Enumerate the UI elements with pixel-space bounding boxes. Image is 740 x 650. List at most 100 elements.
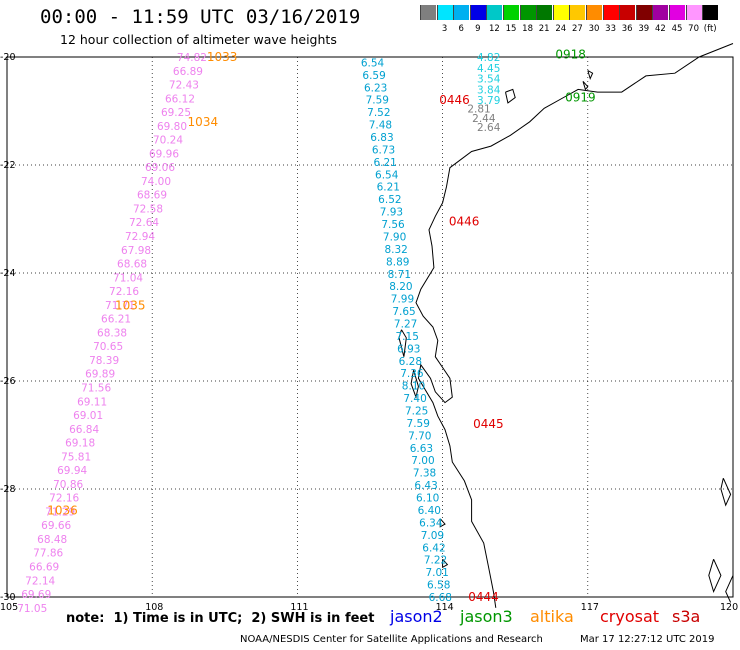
wave-height-value: 8.71 xyxy=(388,269,411,281)
wave-height-value: 6.54 xyxy=(375,169,399,181)
wave-height-value: 7.09 xyxy=(421,530,444,542)
legend-label: 15 xyxy=(505,24,517,34)
wave-height-value: 71.71 xyxy=(105,300,135,312)
wave-height-value: 7.99 xyxy=(391,294,414,306)
wave-height-value: 69.66 xyxy=(41,520,71,532)
satellite-label-cryosat: cryosat xyxy=(600,607,660,626)
pass-cycle-label: 0445 xyxy=(473,417,504,431)
lon-tick-label: 105 xyxy=(0,602,18,613)
wave-height-value: 7.00 xyxy=(411,455,434,467)
lon-tick-label: 117 xyxy=(581,602,599,613)
legend-label: 21 xyxy=(538,24,550,34)
wave-height-value: 6.40 xyxy=(418,505,441,517)
pass-cycle-label: 1033 xyxy=(207,50,238,64)
footer-note: note: 1) Time is in UTC; 2) SWH is in fe… xyxy=(66,611,375,626)
wave-height-value: 72.14 xyxy=(25,575,55,587)
satellite-label-s3a: s3a xyxy=(672,607,701,626)
wave-height-value: 70.86 xyxy=(53,479,83,491)
satellite-label-jason3: jason3 xyxy=(460,607,513,626)
legend-label: 27 xyxy=(571,24,583,34)
satellite-label-altika: altika xyxy=(530,607,574,626)
wave-height-value: 7.59 xyxy=(366,95,389,107)
legend-label: 36 xyxy=(621,24,633,34)
wave-height-value: 2.81 xyxy=(467,103,490,115)
wave-height-value: 6.52 xyxy=(378,194,401,206)
wave-height-value: 7.38 xyxy=(413,468,436,480)
wave-height-value: 6.63 xyxy=(410,443,433,455)
lat-tick-label: -22 xyxy=(0,160,16,171)
wave-height-value: 6.34 xyxy=(419,517,443,529)
wave-height-value: 3.84 xyxy=(477,84,501,96)
legend-swatch xyxy=(453,5,470,20)
legend-swatch xyxy=(652,5,669,20)
wave-height-value: 74.82 xyxy=(177,52,207,64)
pass-cycle-label: 0919 xyxy=(565,91,596,105)
coastline xyxy=(398,43,734,608)
lat-tick-label: -26 xyxy=(0,376,16,387)
wave-height-value: 7.65 xyxy=(392,306,415,318)
island-outline xyxy=(505,88,516,104)
legend-label: 39 xyxy=(638,24,650,34)
wave-height-value: 6.28 xyxy=(399,356,422,368)
wave-height-value: 8.20 xyxy=(389,281,412,293)
wave-height-value: 7.52 xyxy=(367,107,390,119)
wave-height-value: 4.82 xyxy=(477,52,500,64)
wave-height-value: 66.89 xyxy=(173,66,203,78)
legend-swatch xyxy=(602,5,619,20)
wave-height-value: 8.10 xyxy=(402,381,425,393)
lat-tick-label: -24 xyxy=(0,268,16,279)
wave-height-value: 6.93 xyxy=(397,343,420,355)
wave-height-value: 3.79 xyxy=(477,95,500,107)
legend-label: 9 xyxy=(475,24,481,34)
legend-label: 42 xyxy=(654,24,666,34)
wave-height-value: 2.44 xyxy=(472,113,496,125)
lon-tick-label: 120 xyxy=(720,602,738,613)
lat-tick-label: -30 xyxy=(0,592,16,603)
wave-height-value: 69.96 xyxy=(149,148,179,160)
wave-height-value: 72.64 xyxy=(129,217,159,229)
axis-ticks: 105 108 111 114 117 120 -20 -22 -24 -26 -28 -30 xyxy=(0,52,738,613)
island-outline xyxy=(587,70,594,81)
wave-height-value: 66.84 xyxy=(69,424,99,436)
wave-height-value: 70.24 xyxy=(153,135,183,147)
legend-label: 18 xyxy=(522,24,533,34)
wave-height-value: 69.06 xyxy=(145,162,175,174)
legend-label: 33 xyxy=(605,24,616,34)
wave-height-value: 7.25 xyxy=(405,406,428,418)
island-outline xyxy=(582,80,589,91)
wave-height-value: 6.10 xyxy=(416,493,439,505)
wave-height-value: 6.73 xyxy=(372,144,395,156)
wave-height-value: 7.36 xyxy=(400,368,424,380)
map-frame xyxy=(6,56,734,598)
wave-height-value: 69.25 xyxy=(161,107,191,119)
wave-height-value: 75.81 xyxy=(61,451,91,463)
legend-label: 6 xyxy=(458,24,464,34)
wave-height-value: 7.59 xyxy=(407,418,430,430)
pass-cycle-label: 0446 xyxy=(439,93,470,107)
wave-height-value: 66.69 xyxy=(29,561,59,573)
wave-height-value: 7.90 xyxy=(383,231,406,243)
pass-cycle-label: 0444 xyxy=(468,590,499,604)
legend-swatch xyxy=(619,5,636,20)
lat-tick-label: -28 xyxy=(0,484,16,495)
wave-height-value: 71.56 xyxy=(81,382,111,394)
wave-height-value: 72.16 xyxy=(49,493,79,505)
wave-height-value: 7.01 xyxy=(425,567,448,579)
island-outline xyxy=(720,477,732,507)
wave-height-value: 6.42 xyxy=(422,542,445,554)
chart-title: 00:00 - 11:59 UTC 03/16/2019 xyxy=(40,6,361,28)
wave-height-value: 7.48 xyxy=(369,120,392,132)
legend-label: (ft) xyxy=(703,24,717,34)
map-grid xyxy=(6,56,734,598)
legend-swatch xyxy=(635,5,652,20)
lon-tick-label: 111 xyxy=(290,602,308,613)
wave-height-value: 66.21 xyxy=(101,314,131,326)
wave-height-value: 69.01 xyxy=(73,410,103,422)
wave-height-value: 3.54 xyxy=(477,74,501,86)
wave-height-value: 6.68 xyxy=(429,592,452,604)
wave-height-value: 69.80 xyxy=(157,121,187,133)
mainland-coastline xyxy=(415,43,734,608)
generation-timestamp: Mar 17 12:27:12 UTC 2019 xyxy=(580,634,715,645)
